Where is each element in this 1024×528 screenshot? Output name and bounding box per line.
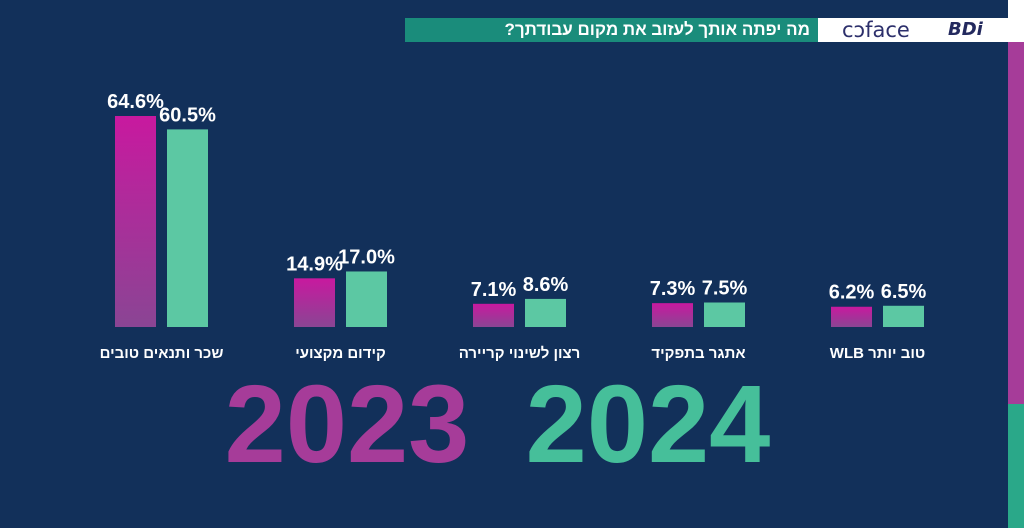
value-label-2024-3: 8.6% <box>523 274 569 296</box>
bar-2023-3 <box>473 303 514 327</box>
category-label-3: רצון לשינוי קריירה <box>459 345 581 362</box>
logo-bdi-wordmark: BDi <box>948 19 983 40</box>
category-label-5: טוב יותר WLB <box>830 345 925 362</box>
value-label-2023-1: 64.6% <box>107 91 164 113</box>
value-label-2023-4: 7.3% <box>650 278 696 300</box>
year-legend: 2023 2024 <box>225 363 771 486</box>
value-label-2024-4: 7.5% <box>702 278 748 300</box>
edge-segment-pink <box>1008 42 1024 404</box>
value-label-2024-5: 6.5% <box>881 281 927 303</box>
bar-2024-4 <box>704 302 745 327</box>
coface-bdi-logo: cɔface BDi <box>818 18 1008 42</box>
bar-2024-3 <box>525 298 566 327</box>
bar-2023-4 <box>652 303 693 327</box>
category-label-2: קידום מקצועי <box>295 345 386 362</box>
bar-2024-5 <box>883 305 924 327</box>
value-label-2024-2: 17.0% <box>338 246 395 268</box>
bar-2023-2 <box>294 278 335 327</box>
right-edge-bar <box>1008 0 1024 528</box>
edge-segment-white <box>1008 0 1024 42</box>
bar-2023-5 <box>831 306 872 327</box>
bars-group: 64.6%60.5% שכר ותנאים טובים 14.9%17.0% קידו… <box>100 91 927 362</box>
value-label-2024-1: 60.5% <box>159 104 216 126</box>
legend-year-2024: 2024 <box>526 363 771 486</box>
bar-2024-1 <box>167 129 208 327</box>
bar-2024-2 <box>346 271 387 327</box>
legend-year-2023: 2023 <box>225 363 470 486</box>
chart-title: מה יפתה אותך לעזוב את מקום עבודתך? <box>405 18 818 42</box>
logo-coface-wordmark: cɔface <box>842 18 910 42</box>
category-label-4: אתגר בתפקיד <box>651 345 745 362</box>
value-label-2023-2: 14.9% <box>286 253 343 275</box>
value-label-2023-5: 6.2% <box>829 282 875 304</box>
value-label-2023-3: 7.1% <box>471 279 517 301</box>
bar-2023-1 <box>115 116 156 327</box>
category-label-1: שכר ותנאים טובים <box>100 345 224 362</box>
edge-segment-green <box>1008 404 1024 528</box>
